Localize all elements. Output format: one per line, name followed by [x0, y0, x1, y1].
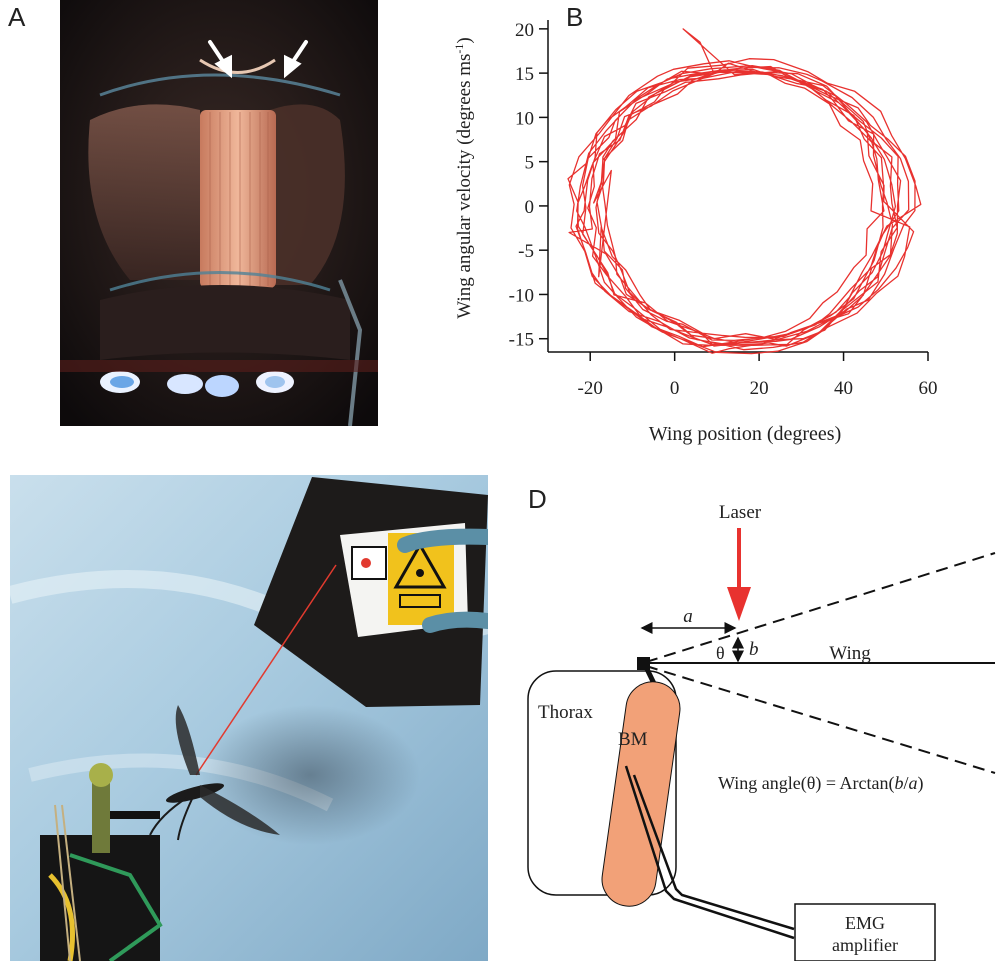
- x-tick-label: 60: [919, 378, 938, 399]
- y-tick-label: 5: [525, 153, 535, 174]
- panel-label-a: A: [8, 2, 26, 32]
- panel-label-d: D: [528, 484, 547, 514]
- laser-label: Laser: [719, 502, 762, 523]
- laser-arrow-head: [727, 587, 751, 621]
- b-label: b: [749, 639, 759, 660]
- y-tick-label: 10: [515, 108, 534, 129]
- x-tick-label: 0: [670, 378, 680, 399]
- upper-dashed-line: [645, 552, 996, 663]
- theta-label: θ: [716, 643, 725, 663]
- x-tick-label: 20: [750, 378, 769, 399]
- lower-dashed-line: [645, 665, 996, 774]
- wing-hinge: [637, 657, 650, 670]
- y-tick-label: 15: [515, 64, 534, 85]
- x-tick-label: -20: [578, 378, 603, 399]
- y-axis-label: Wing angular velocity (degrees ms-1): [452, 37, 475, 318]
- a-label: a: [683, 606, 693, 627]
- y-tick-label: -15: [509, 330, 534, 351]
- emg-amplifier-box: [794, 903, 936, 961]
- x-tick-label: 40: [834, 378, 853, 399]
- bm-label: BM: [618, 729, 648, 750]
- y-tick-label: 0: [525, 197, 535, 218]
- laser-setup-photo: [10, 475, 488, 961]
- wing-angle-equation: Wing angle(θ) = Arctan(b/a): [718, 773, 924, 794]
- thorax-photo: [60, 0, 378, 426]
- electrode-wire-2: [632, 774, 795, 931]
- phase-loop-series: [567, 28, 922, 355]
- thorax-label: Thorax: [538, 702, 593, 723]
- measurement-diagram: Laser Wing a b θ Thorax BM Wing angle(θ)…: [527, 502, 996, 961]
- emg-label: EMG: [845, 913, 885, 933]
- amplifier-label: amplifier: [832, 935, 898, 955]
- thorax-outline: [527, 670, 677, 896]
- wing-label: Wing: [829, 643, 871, 664]
- electrode-wire-1: [624, 765, 795, 940]
- panel-label-b: B: [566, 2, 584, 32]
- y-tick-label: 20: [515, 20, 534, 41]
- y-tick-label: -5: [518, 241, 534, 262]
- x-axis-label: Wing position (degrees): [649, 423, 841, 445]
- phase-plot: -20 0 20 40 60 20 15 10 5 0 -5 -10 -15 Wing angular …: [452, 20, 938, 445]
- y-tick-label: -10: [509, 285, 534, 306]
